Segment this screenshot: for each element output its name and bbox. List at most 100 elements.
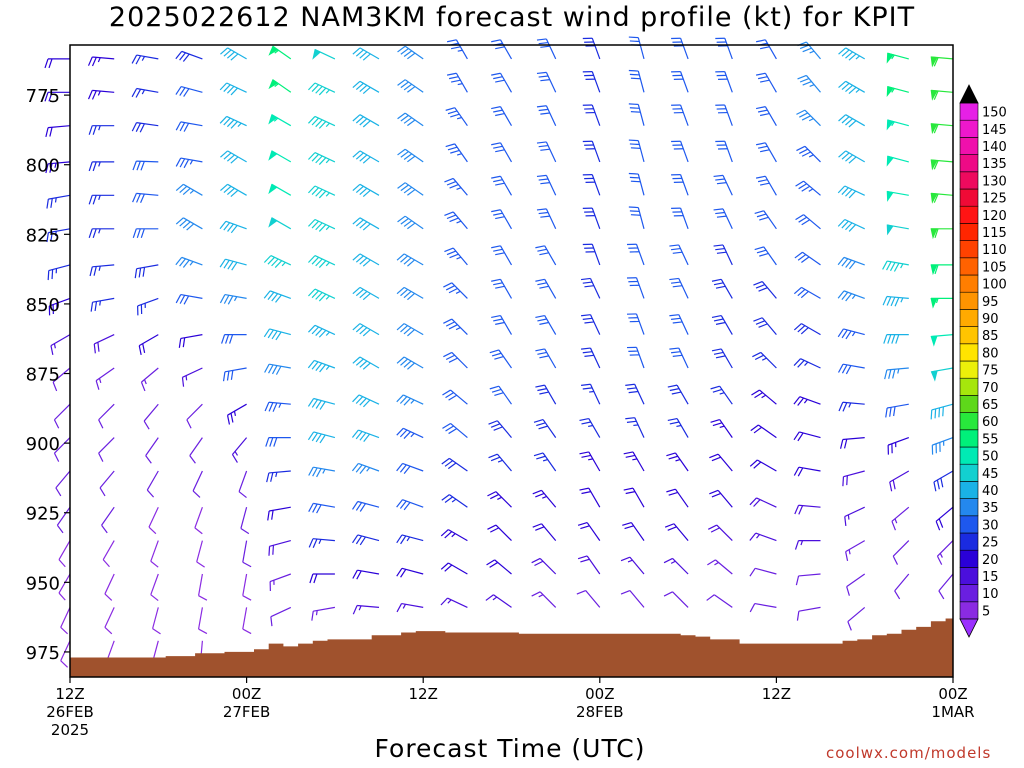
colorbar-label: 15 [982,570,999,585]
wind-barb [715,37,733,60]
wind-barb [352,356,380,370]
colorbar-segment [959,412,979,431]
wind-barb [441,457,468,472]
wind-barb [793,358,821,369]
wind-barb [532,523,557,541]
wind-barb [882,295,909,307]
wind-barb [711,278,733,299]
y-tick-label: 875 [26,365,60,386]
wind-barb [352,500,380,512]
wind-barb [663,591,689,608]
wind-barb [263,290,292,303]
wind-barb [793,323,821,336]
wind-barb [397,182,424,196]
wind-barb [930,228,953,240]
wind-barb [220,150,247,164]
y-tick-label: 900 [26,434,60,455]
wind-barb [669,244,689,266]
wind-barb [489,385,512,405]
wind-barb [837,256,865,270]
wind-barb [445,107,468,127]
colorbar-label: 20 [982,553,999,568]
wind-barb [47,264,71,281]
plot-frame [69,44,954,678]
y-tick-label: 925 [26,504,60,525]
wind-barb [669,347,689,369]
colorbar-segment [959,102,979,121]
wind-barb [886,190,909,202]
wind-barb [219,293,247,305]
wind-barb [268,45,292,60]
wind-barb [710,385,733,405]
wind-barb [131,54,159,65]
wind-barb [443,318,468,336]
wind-barb [222,367,247,382]
wind-barb [307,397,336,410]
wind-barb [44,91,70,102]
colorbar-label: 130 [982,174,1007,189]
colorbar-segment [959,463,979,482]
wind-barb [396,394,424,406]
wind-barb [894,573,910,600]
wind-barb [882,260,909,272]
wind-barb [87,56,115,67]
wind-barb [930,192,954,204]
wind-barb [308,466,336,478]
wind-barb [582,207,601,230]
wind-barb [396,499,424,511]
wind-barb [175,121,203,132]
wind-barb [268,183,292,196]
wind-barb [930,367,954,382]
wind-barb [488,420,512,438]
wind-barb [88,228,115,238]
colorbar-label: 85 [982,329,999,344]
wind-barb [181,367,203,387]
wind-barb [268,150,292,163]
x-tick-label: 27FEB [223,703,270,721]
wind-barb [197,573,208,601]
wind-barb [263,255,292,268]
wind-barb [532,489,557,508]
wind-barb [226,403,247,425]
wind-barb [440,529,468,542]
wind-barb [396,602,424,613]
colorbar-label: 60 [982,415,999,430]
wind-barb [664,523,689,541]
wind-barb [669,314,689,335]
wind-barb [795,573,821,586]
colorbar: 5 10 15 20 25 30 35 40 45 50 55 60 65 70 75 80 85 90 95 100… [959,84,1007,638]
colorbar-label: 95 [982,295,999,310]
colorbar-label: 10 [982,587,999,602]
wind-barb [536,105,557,126]
wind-barb [628,36,645,60]
wind-barb [753,280,777,299]
wind-barb [58,540,71,568]
colorbar-segment [959,446,979,465]
wind-barb [491,245,513,266]
wind-barb [50,334,71,356]
colorbar-segment [959,223,979,241]
wind-barb [194,506,203,535]
wind-barb [487,491,512,508]
wind-barb [666,452,689,472]
wind-barb [752,351,777,369]
wind-barb [795,214,821,230]
wind-barb [715,104,733,126]
wind-barb [186,403,203,429]
wind-barb [533,452,557,472]
wind-barb [749,602,777,613]
wind-barb [491,39,513,60]
colorbar-segment [959,309,979,327]
wind-barb [793,396,821,406]
wind-barb [396,427,424,439]
wind-barb [715,140,733,163]
colorbar-label: 30 [982,518,999,533]
colorbar-segment [959,257,979,276]
wind-barb [671,104,689,126]
wind-barb [220,183,247,198]
x-tick-label: 12Z [762,685,791,703]
wind-barb [620,556,645,575]
colorbar-segment [959,360,979,379]
credit-text[interactable]: coolwx.com/models [826,744,992,762]
wind-barb [152,607,161,635]
